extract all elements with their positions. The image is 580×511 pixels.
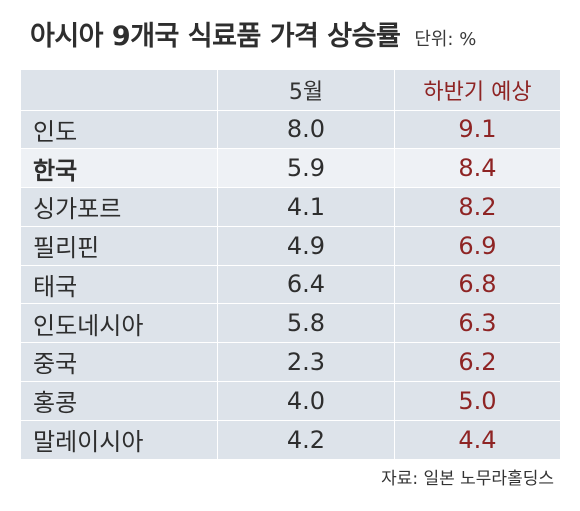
cell-country: 인도네시아 [33, 311, 144, 340]
cell-forecast-value: 4.4 [394, 420, 560, 459]
cell-forecast-value: 8.2 [394, 187, 560, 227]
cell-may-value: 5.8 [217, 303, 395, 343]
cell-country: 말레이시아 [33, 428, 144, 457]
cell-may-value: 2.3 [217, 342, 395, 382]
cell-forecast-value: 9.1 [394, 110, 560, 149]
cell-forecast-value: 5.0 [394, 381, 560, 421]
table-row: 필리핀 4.9 6.9 [21, 226, 560, 266]
table-row: 홍콩 4.0 5.0 [21, 381, 560, 421]
cell-may-value: 8.0 [217, 110, 395, 149]
table-row: 태국 6.4 6.8 [21, 265, 560, 304]
cell-forecast-value: 6.3 [394, 303, 560, 343]
source-note: 자료: 일본 노무라홀딩스 [381, 469, 554, 489]
table-header-row: 5월 하반기 예상 [21, 70, 560, 110]
cell-country: 인도 [33, 117, 78, 146]
header-country [21, 70, 218, 110]
table-row: 인도 8.0 9.1 [21, 110, 560, 149]
cell-may-value: 6.4 [217, 265, 395, 304]
table-row: 말레이시아 4.2 4.4 [21, 420, 560, 459]
table-row: 중국 2.3 6.2 [21, 342, 560, 382]
header-may: 5월 [217, 70, 395, 110]
table-row: 싱가포르 4.1 8.2 [21, 187, 560, 227]
table-row: 한국 5.9 8.4 [21, 148, 560, 188]
chart-title: 아시아 9개국 식료품 가격 상승률 [30, 21, 401, 52]
cell-may-value: 4.1 [217, 187, 395, 227]
cell-country: 필리핀 [33, 234, 100, 263]
cell-country: 한국 [33, 156, 78, 185]
cell-country: 홍콩 [33, 389, 78, 418]
cell-country: 중국 [33, 350, 78, 379]
table-row: 인도네시아 5.8 6.3 [21, 303, 560, 343]
cell-forecast-value: 6.2 [394, 342, 560, 382]
cell-may-value: 4.2 [217, 420, 395, 459]
cell-forecast-value: 6.9 [394, 226, 560, 266]
unit-label: 단위: % [414, 29, 477, 50]
cell-country: 태국 [33, 272, 78, 301]
cell-country: 싱가포르 [33, 195, 122, 224]
cell-forecast-value: 8.4 [394, 148, 560, 188]
cell-may-value: 5.9 [217, 148, 395, 188]
cell-may-value: 4.9 [217, 226, 395, 266]
cell-may-value: 4.0 [217, 381, 395, 421]
data-table-container: 5월 하반기 예상 인도 8.0 9.1 한국 5.9 8.4 싱가포르 4.1 8.2 필리핀 4… [21, 67, 560, 459]
header-forecast: 하반기 예상 [394, 70, 560, 110]
data-table: 5월 하반기 예상 인도 8.0 9.1 한국 5.9 8.4 싱가포르 4.1 8.2 필리핀 4… [21, 70, 560, 459]
cell-forecast-value: 6.8 [394, 265, 560, 304]
title-row: 아시아 9개국 식료품 가격 상승률 단위: % [30, 14, 560, 58]
